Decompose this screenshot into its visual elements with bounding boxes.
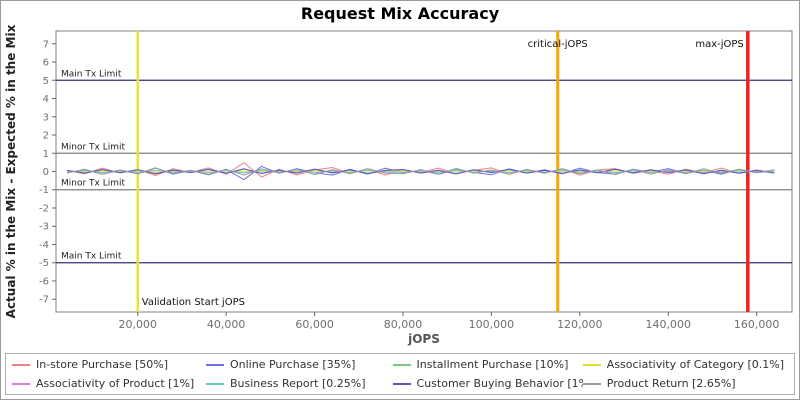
- legend-item: Product Return [2.65%]: [582, 377, 788, 390]
- x-tick-label: 160,000: [734, 318, 780, 331]
- legend-marker: [392, 363, 411, 366]
- x-tick-label: 100,000: [469, 318, 515, 331]
- legend-marker: [206, 363, 224, 366]
- legend-label: In-store Purchase [50%]: [36, 358, 168, 371]
- y-tick-label: -6: [39, 276, 49, 287]
- limit-label: Main Tx Limit: [61, 252, 122, 262]
- legend-item: Associativity of Product [1%]: [12, 377, 206, 390]
- legend-item: Customer Buying Behavior [1%]: [392, 377, 583, 390]
- y-tick-label: -1: [39, 185, 49, 196]
- legend-label: Online Purchase [35%]: [230, 358, 356, 371]
- x-tick-label: 40,000: [207, 318, 246, 331]
- y-tick-label: -7: [39, 295, 49, 306]
- limit-label: Minor Tx Limit: [61, 179, 126, 189]
- y-tick-label: -5: [39, 258, 49, 269]
- series-line: [66, 167, 775, 176]
- legend-item: Installment Purchase [10%]: [392, 358, 583, 371]
- legend-item: Business Report [0.25%]: [206, 377, 393, 390]
- x-tick-label: 60,000: [295, 318, 334, 331]
- plot-area: 20,000 40,000 60,000 80,000 100,000 120,000 14…: [4, 24, 793, 346]
- marker-label: max-jOPS: [695, 39, 743, 50]
- chart-title: Request Mix Accuracy: [300, 4, 500, 23]
- legend-marker: [582, 363, 601, 366]
- y-tick-label: 2: [43, 131, 49, 142]
- limit-label: Main Tx Limit: [61, 69, 122, 79]
- legend-label: Associativity of Product [1%]: [36, 377, 195, 390]
- x-tick-label: 20,000: [119, 318, 158, 331]
- y-tick-label: 6: [43, 58, 49, 69]
- legend: In-store Purchase [50%] Online Purchase […: [5, 353, 795, 395]
- limit-label: Minor Tx Limit: [61, 142, 126, 152]
- x-axis-label: jOPS: [407, 332, 440, 346]
- y-tick-label: 5: [43, 76, 49, 87]
- y-tick-label: -4: [39, 240, 49, 251]
- legend-item: Associativity of Category [0.1%]: [582, 358, 788, 371]
- y-tick-label: 0: [43, 167, 49, 178]
- x-tick-label: 140,000: [645, 318, 691, 331]
- y-tick-label: 7: [43, 39, 49, 50]
- legend-marker: [12, 382, 30, 385]
- legend-label: Product Return [2.65%]: [606, 377, 736, 390]
- y-tick-label: 4: [43, 94, 49, 105]
- legend-item: In-store Purchase [50%]: [12, 358, 206, 371]
- legend-label: Associativity of Category [0.1%]: [606, 358, 784, 371]
- legend-label: Customer Buying Behavior [1%]: [416, 377, 583, 390]
- legend-marker: [392, 382, 411, 385]
- legend-label: Installment Purchase [10%]: [416, 358, 569, 371]
- legend-marker: [206, 382, 224, 385]
- marker-label: Validation Start jOPS: [142, 297, 245, 308]
- y-tick-label: -3: [39, 222, 49, 233]
- y-tick-label: 3: [43, 112, 49, 123]
- y-tick-label: 1: [43, 149, 49, 160]
- y-tick-label: -2: [39, 203, 49, 214]
- y-axis-label: Actual % in the Mix - Expected % in the …: [4, 24, 18, 318]
- legend-item: Online Purchase [35%]: [206, 358, 393, 371]
- marker-label: critical-jOPS: [528, 39, 588, 50]
- legend-marker: [582, 382, 601, 385]
- x-tick-label: 120,000: [557, 318, 603, 331]
- x-tick-label: 80,000: [384, 318, 423, 331]
- legend-marker: [12, 363, 30, 366]
- legend-label: Business Report [0.25%]: [230, 377, 366, 390]
